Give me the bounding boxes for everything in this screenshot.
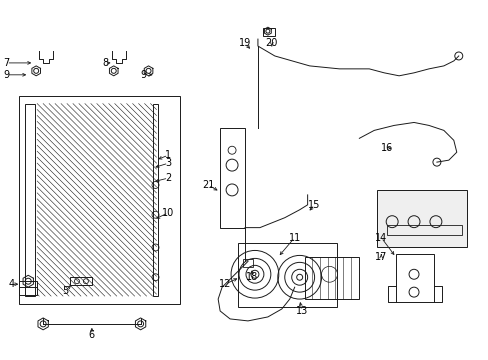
Text: 4: 4 (8, 279, 14, 289)
Text: 2: 2 (165, 173, 171, 183)
Text: 14: 14 (374, 233, 386, 243)
Bar (70, 277, 92, 285)
Text: 18: 18 (245, 272, 258, 282)
Bar (395, 255, 433, 302)
Text: 1: 1 (165, 150, 171, 160)
Text: 8: 8 (102, 58, 109, 68)
Text: 20: 20 (265, 38, 278, 48)
Text: 9: 9 (140, 70, 146, 80)
Bar (376, 190, 466, 247)
Text: 17: 17 (374, 252, 386, 262)
Text: 21: 21 (202, 180, 214, 190)
Bar (304, 257, 359, 299)
Text: 3: 3 (165, 158, 171, 168)
Bar (238, 243, 337, 307)
Text: 6: 6 (89, 330, 95, 340)
Bar (263, 28, 274, 36)
Text: 19: 19 (238, 38, 251, 48)
Text: 13: 13 (295, 306, 307, 316)
Text: 15: 15 (308, 200, 320, 210)
Bar (19, 96, 180, 304)
Bar (243, 260, 252, 267)
Text: 10: 10 (162, 208, 174, 218)
Bar (220, 129, 244, 228)
Bar (152, 104, 158, 296)
Text: 16: 16 (380, 143, 392, 153)
Text: 5: 5 (62, 286, 68, 296)
Text: 9: 9 (3, 70, 9, 80)
Text: 12: 12 (219, 279, 231, 289)
Text: 7: 7 (3, 58, 9, 68)
Text: 11: 11 (288, 233, 300, 243)
Bar (25, 104, 35, 296)
Bar (386, 225, 461, 235)
Bar (19, 281, 37, 295)
